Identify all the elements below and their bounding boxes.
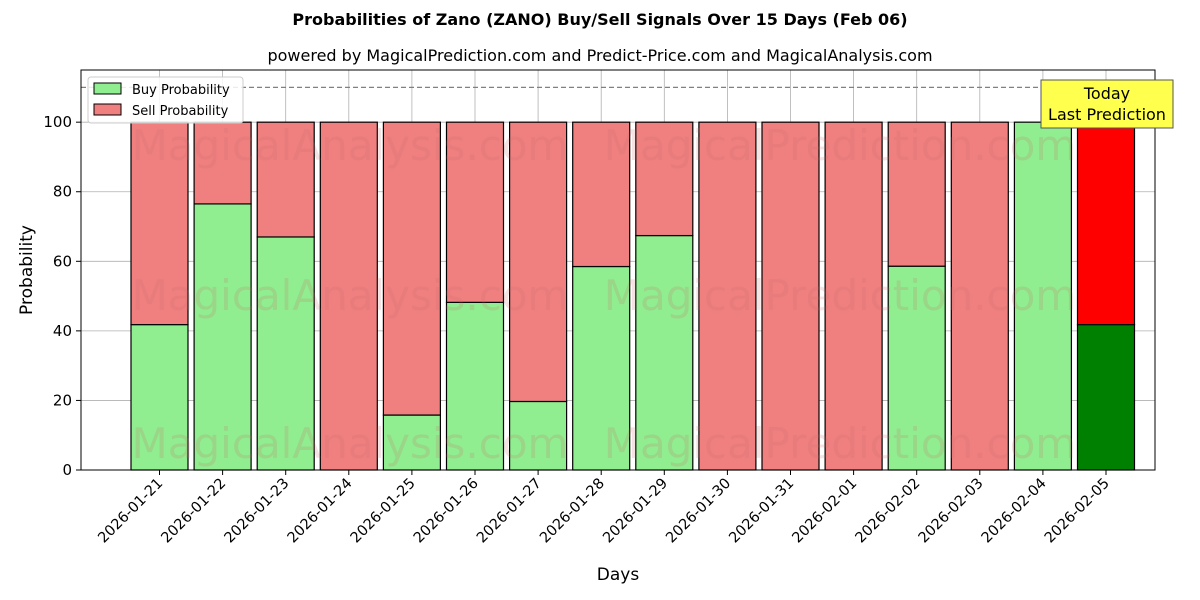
watermark-text: MagicalAnalysis.com [132,271,569,320]
buy-bar [635,234,694,471]
sell-bar [319,121,378,471]
watermark-text: MagicalAnalysis.com [132,121,569,170]
buy-bar [572,265,631,471]
legend-buy-label: Buy Probability [132,83,230,98]
sell-bar [256,121,315,238]
x-axis-label: Days [597,565,640,585]
buy-bar [887,265,946,471]
x-tick-label: 2026-02-04 [979,476,1050,547]
x-tick-label: 2026-01-21 [95,476,166,547]
x-tick-label: 2026-01-30 [663,476,734,547]
legend-sell-label: Sell Probability [132,104,229,119]
annotation-line2: Last Prediction [1048,105,1166,124]
y-axis-label: Probability [17,225,37,315]
x-tick-label: 2026-01-22 [159,476,230,547]
buy-bar [1076,324,1136,471]
y-tick-label: 60 [53,252,72,270]
today-annotation-box [1040,79,1174,129]
legend-buy-swatch [93,82,122,95]
x-tick-label: 2026-01-24 [285,476,356,547]
x-tick-label: 2026-01-23 [222,476,293,547]
sell-bar [509,121,568,403]
sell-bar [635,121,694,237]
sell-bar [761,121,820,471]
legend-box [87,76,244,124]
sell-bar [887,121,946,267]
x-tick-label: 2026-01-25 [348,476,419,547]
x-tick-label: 2026-02-05 [1042,476,1113,547]
watermark-text: MagicalPrediction.com [604,419,1077,468]
x-tick-label: 2026-01-28 [537,476,608,547]
sell-bar [572,121,631,268]
y-tick-label: 40 [53,322,72,340]
sell-bar [1076,121,1136,326]
watermark-text: MagicalPrediction.com [604,121,1077,170]
chart-title: Probabilities of Zano (ZANO) Buy/Sell Si… [292,10,908,29]
y-tick-label: 80 [53,183,72,201]
sell-bar [382,121,441,416]
y-tick-label: 100 [43,113,72,131]
buy-bar [130,324,189,471]
x-tick-label: 2026-02-02 [853,476,924,547]
watermark-text: MagicalPrediction.com [604,271,1077,320]
sell-bar [193,121,252,205]
x-tick-label: 2026-01-31 [726,476,797,547]
annotation-line1: Today [1083,84,1130,103]
x-tick-label: 2026-02-01 [790,476,861,547]
y-tick-label: 0 [62,461,72,479]
x-tick-label: 2026-01-26 [411,476,482,547]
x-tick-label: 2026-01-29 [600,476,671,547]
chart-subtitle: powered by MagicalPrediction.com and Pre… [267,46,933,65]
x-tick-label: 2026-01-27 [474,476,545,547]
x-tick-label: 2026-02-03 [916,476,987,547]
sell-bar [445,121,505,303]
sell-bar [950,121,1009,471]
legend-sell-swatch [93,103,122,116]
watermark-text: MagicalAnalysis.com [132,419,569,468]
y-tick-label: 20 [53,391,72,409]
plot-frame [80,69,1156,471]
